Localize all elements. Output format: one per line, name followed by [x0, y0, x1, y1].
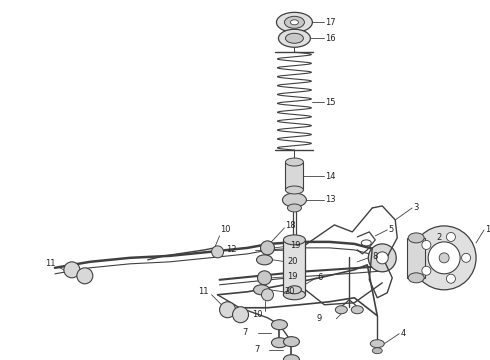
Ellipse shape [286, 158, 303, 166]
Ellipse shape [271, 338, 288, 348]
Text: 15: 15 [325, 98, 336, 107]
Ellipse shape [370, 340, 384, 348]
Text: 20: 20 [288, 257, 298, 266]
Text: 7: 7 [254, 345, 260, 354]
Ellipse shape [286, 186, 303, 194]
Bar [286, 162, 303, 190]
Circle shape [212, 246, 223, 258]
Ellipse shape [368, 244, 396, 272]
Ellipse shape [278, 29, 310, 47]
Circle shape [428, 242, 460, 274]
Ellipse shape [351, 306, 363, 314]
Text: 9: 9 [317, 314, 321, 323]
Text: 7: 7 [242, 328, 247, 337]
Ellipse shape [361, 240, 371, 246]
Ellipse shape [253, 285, 270, 295]
Circle shape [446, 233, 455, 242]
Circle shape [77, 268, 93, 284]
Ellipse shape [291, 20, 298, 25]
Ellipse shape [283, 235, 305, 245]
Circle shape [233, 307, 248, 323]
Text: 10: 10 [252, 310, 263, 319]
Ellipse shape [271, 320, 288, 330]
Circle shape [258, 271, 271, 285]
Circle shape [261, 241, 274, 255]
Ellipse shape [286, 33, 303, 43]
Ellipse shape [283, 290, 305, 300]
Text: 20: 20 [285, 287, 295, 296]
Ellipse shape [372, 348, 382, 354]
Text: 18: 18 [286, 221, 296, 230]
Ellipse shape [276, 12, 313, 32]
Text: 11: 11 [45, 259, 55, 268]
Text: 19: 19 [288, 272, 298, 281]
Ellipse shape [376, 252, 388, 264]
Circle shape [446, 274, 455, 283]
Ellipse shape [282, 193, 306, 207]
Circle shape [422, 240, 431, 249]
Circle shape [64, 262, 80, 278]
Ellipse shape [408, 233, 424, 243]
Circle shape [462, 253, 470, 262]
Circle shape [220, 302, 236, 318]
Circle shape [412, 226, 476, 290]
Bar [407, 238, 425, 278]
Text: 11: 11 [197, 287, 208, 296]
Ellipse shape [283, 355, 299, 360]
Text: 13: 13 [325, 195, 336, 204]
Text: 19: 19 [291, 241, 301, 250]
Text: 8: 8 [372, 252, 378, 261]
Text: 1: 1 [485, 225, 490, 234]
Bar [283, 240, 305, 295]
Text: 5: 5 [388, 225, 393, 234]
Text: 2: 2 [436, 233, 441, 242]
Ellipse shape [408, 273, 424, 283]
Ellipse shape [256, 255, 272, 265]
Text: 4: 4 [400, 329, 406, 338]
Text: 6: 6 [318, 273, 323, 282]
Text: 10: 10 [220, 225, 231, 234]
Text: 12: 12 [226, 246, 237, 255]
Circle shape [422, 266, 431, 275]
Circle shape [262, 289, 273, 301]
Ellipse shape [288, 286, 301, 294]
Ellipse shape [335, 306, 347, 314]
Circle shape [439, 253, 449, 263]
Text: 16: 16 [325, 34, 336, 43]
Text: 14: 14 [325, 171, 336, 180]
Text: 17: 17 [325, 18, 336, 27]
Text: 3: 3 [413, 203, 418, 212]
Ellipse shape [288, 204, 301, 212]
Ellipse shape [283, 337, 299, 347]
Ellipse shape [285, 16, 304, 28]
